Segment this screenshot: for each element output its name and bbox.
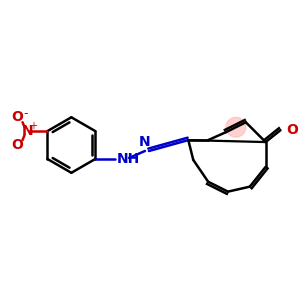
Text: N: N — [22, 124, 33, 138]
Text: O: O — [286, 123, 298, 137]
Text: O: O — [12, 110, 23, 124]
Text: NH: NH — [117, 152, 140, 166]
Text: +: + — [29, 121, 38, 131]
Text: N: N — [139, 135, 151, 149]
Text: O: O — [12, 138, 23, 152]
Text: -: - — [23, 107, 28, 120]
Circle shape — [226, 117, 246, 137]
